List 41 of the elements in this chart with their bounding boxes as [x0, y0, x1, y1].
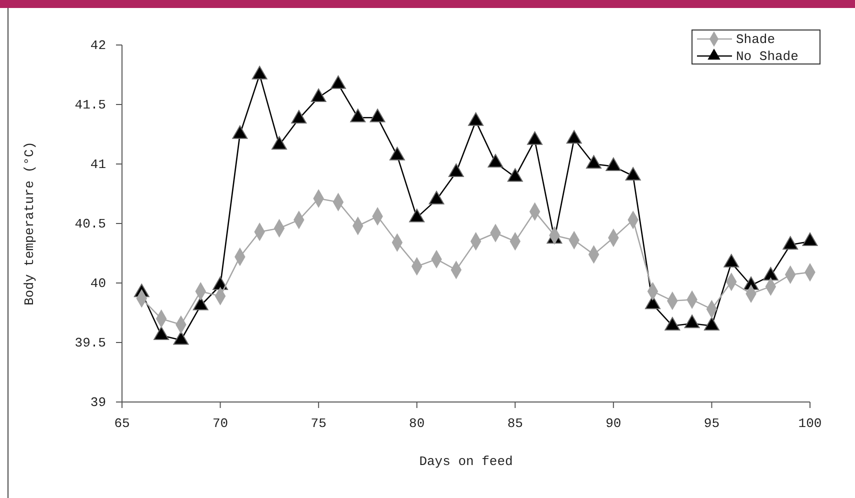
point [527, 131, 543, 145]
y-tick-label: 39 [90, 395, 106, 410]
x-tick-label: 90 [606, 416, 622, 432]
point [468, 112, 484, 126]
point [782, 236, 798, 250]
y-tick-label: 40 [90, 276, 106, 292]
x-tick-label: 80 [409, 416, 425, 432]
y-axis-title: Body temperature (°C) [22, 142, 37, 306]
point [409, 208, 425, 222]
point [507, 168, 523, 182]
point [370, 108, 386, 122]
x-tick-label: 70 [212, 416, 228, 432]
point [350, 108, 366, 122]
point [232, 125, 248, 139]
legend-label: No Shade [736, 49, 798, 64]
point [448, 164, 464, 177]
point [252, 66, 268, 80]
x-tick-label: 100 [798, 416, 822, 432]
point [291, 110, 307, 124]
point [330, 75, 346, 89]
x-tick-label: 75 [310, 416, 326, 432]
point [428, 190, 444, 204]
point [389, 146, 405, 160]
point [488, 154, 504, 168]
point [606, 158, 622, 172]
point [625, 167, 641, 181]
x-tick-label: 85 [507, 416, 523, 432]
point [586, 155, 602, 169]
legend-label: Shade [736, 32, 776, 47]
y-tick-label: 41 [90, 157, 106, 172]
point [310, 88, 326, 102]
x-axis-title: Days on feed [419, 454, 513, 469]
y-tick-label: 42 [90, 38, 106, 54]
point [272, 136, 287, 150]
y-tick-label: 41.5 [74, 98, 106, 113]
x-tick-label: 65 [114, 416, 130, 432]
point [802, 232, 818, 246]
point [566, 130, 582, 144]
x-tick-label: 95 [704, 416, 720, 432]
y-tick-label: 40.5 [74, 216, 106, 232]
y-tick-label: 39.5 [74, 336, 106, 351]
